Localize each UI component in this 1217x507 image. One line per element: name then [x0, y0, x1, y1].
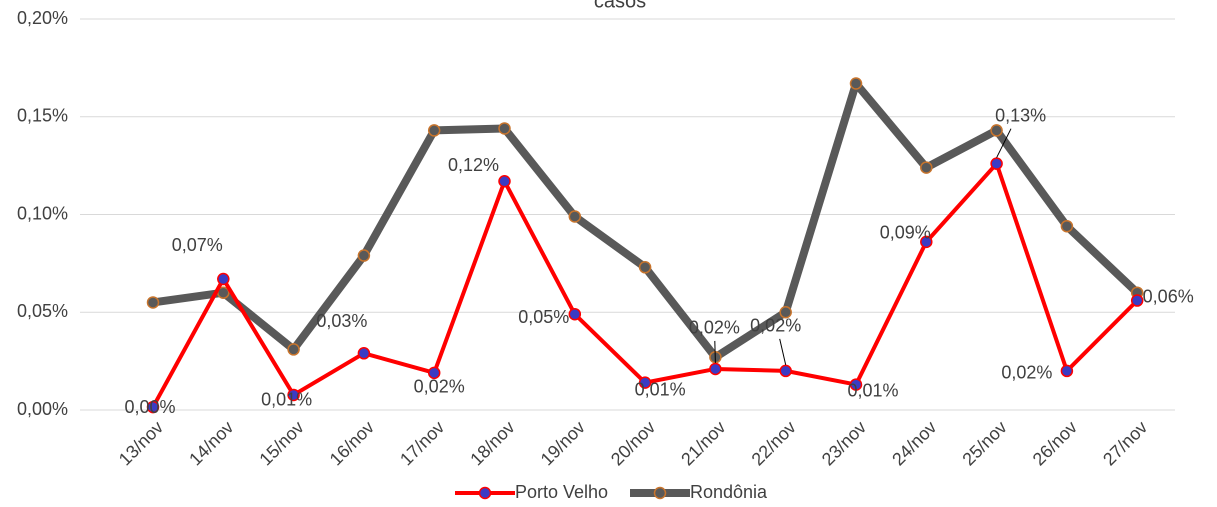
legend-label: Porto Velho [515, 482, 608, 502]
x-tick-label: 14/nov [185, 417, 237, 469]
data-point [427, 366, 441, 380]
data-label: 0,01% [261, 390, 312, 410]
data-point [1060, 219, 1074, 233]
data-point [568, 210, 582, 223]
y-tick-label: 0,00% [17, 399, 68, 419]
series-line [151, 161, 1139, 409]
data-point [709, 362, 722, 376]
x-tick-label: 25/nov [958, 417, 1010, 469]
data-label: 0,02% [414, 377, 465, 397]
data-point [498, 175, 511, 188]
data-point [1130, 294, 1144, 307]
data-point [638, 376, 652, 389]
data-point [849, 378, 863, 391]
data-point [849, 77, 863, 90]
data-label: 0,09% [880, 223, 931, 243]
x-tick-label: 23/nov [818, 417, 870, 469]
x-tick-label: 13/nov [115, 417, 167, 469]
y-tick-label: 0,20% [17, 8, 68, 28]
data-point [146, 296, 160, 309]
data-point [568, 307, 582, 321]
x-tick-label: 19/nov [537, 417, 589, 469]
x-tick-label: 26/nov [1029, 417, 1081, 469]
data-label: 0,00% [124, 397, 175, 417]
legend-marker [478, 486, 492, 500]
x-tick-label: 21/nov [677, 417, 729, 469]
data-label: 0,03% [316, 311, 367, 331]
data-label: 0,13% [995, 105, 1046, 125]
data-label: 0,12% [448, 155, 499, 175]
x-tick-label: 22/nov [748, 417, 800, 469]
series-line [152, 79, 1140, 362]
data-point [357, 249, 371, 262]
data-label: 0,05% [518, 307, 569, 327]
data-point [287, 388, 300, 402]
data-label: 0,01% [847, 380, 898, 400]
x-tick-label: 16/nov [326, 417, 378, 469]
leader-line [714, 340, 716, 363]
data-label: 0,02% [689, 318, 740, 338]
data-point [990, 157, 1003, 170]
data-label: 0,07% [172, 235, 223, 255]
data-label: 0,02% [1001, 363, 1052, 383]
data-point [357, 347, 371, 360]
legend-marker [653, 486, 667, 500]
y-tick-label: 0,05% [17, 301, 68, 321]
x-tick-label: 18/nov [466, 417, 518, 469]
x-tick-label: 20/nov [607, 417, 659, 469]
data-point [638, 261, 652, 274]
data-point [920, 161, 933, 174]
data-label: 0,01% [635, 379, 686, 399]
data-point [920, 235, 933, 249]
y-tick-label: 0,10% [17, 203, 68, 223]
x-tick-label: 15/nov [255, 417, 307, 469]
x-tick-label: 27/nov [1099, 417, 1151, 469]
legend-label: Rondônia [690, 482, 768, 502]
x-tick-label: 24/nov [888, 417, 940, 469]
x-tick-label: 17/nov [396, 417, 448, 469]
data-point [990, 124, 1003, 137]
data-label: 0,06% [1143, 286, 1194, 306]
data-point [146, 400, 160, 414]
leader-line [996, 128, 1012, 158]
data-point [498, 122, 511, 135]
data-point [1060, 364, 1074, 378]
data-point [217, 272, 230, 286]
chart-title: casos [594, 0, 646, 12]
data-point [287, 343, 300, 356]
data-label: 0,02% [750, 316, 801, 336]
data-point [779, 306, 792, 319]
leader-line [779, 338, 787, 366]
data-point [427, 124, 441, 137]
y-tick-label: 0,15% [17, 106, 68, 126]
data-point [779, 364, 792, 378]
